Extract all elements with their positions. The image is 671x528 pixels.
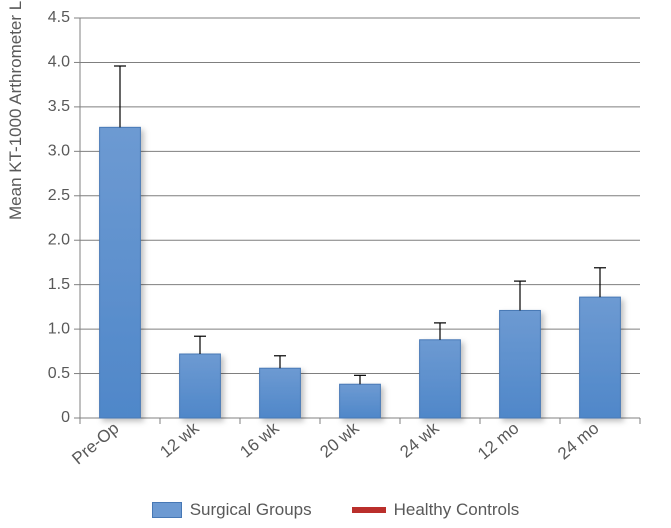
svg-text:12 mo: 12 mo	[474, 419, 522, 464]
y-axis-title: Mean KT-1000 Arthrometer Laxity, mm	[6, 0, 26, 220]
svg-text:12 wk: 12 wk	[156, 418, 203, 461]
svg-text:0.5: 0.5	[48, 365, 70, 382]
svg-text:20 wk: 20 wk	[316, 418, 363, 461]
svg-text:2.0: 2.0	[48, 231, 70, 248]
svg-text:Pre-Op: Pre-Op	[68, 419, 122, 469]
svg-text:1.5: 1.5	[48, 276, 70, 293]
svg-text:0: 0	[61, 409, 70, 426]
legend-label-surgical: Surgical Groups	[190, 500, 312, 520]
legend-swatch-bar	[152, 502, 182, 518]
svg-text:4.0: 4.0	[48, 54, 70, 71]
svg-text:2.5: 2.5	[48, 187, 70, 204]
chart-svg: 0 0.5 1.0 1.5 2.0 2.5 3.0 3.5 4.0 4.5 Pre-Op 12 wk 1…	[0, 0, 671, 488]
legend: Surgical Groups Healthy Controls	[0, 500, 671, 520]
svg-text:24 wk: 24 wk	[396, 418, 443, 461]
svg-text:16 wk: 16 wk	[236, 418, 283, 461]
legend-item-controls: Healthy Controls	[352, 500, 520, 520]
legend-swatch-line	[352, 507, 386, 513]
svg-text:4.5: 4.5	[48, 9, 70, 26]
legend-label-controls: Healthy Controls	[394, 500, 520, 520]
legend-item-surgical: Surgical Groups	[152, 500, 312, 520]
svg-text:3.5: 3.5	[48, 98, 70, 115]
svg-text:1.0: 1.0	[48, 320, 70, 337]
chart-container: Mean KT-1000 Arthrometer Laxity, mm 0 0.5…	[0, 0, 671, 528]
svg-text:24 mo: 24 mo	[554, 419, 602, 464]
svg-text:3.0: 3.0	[48, 143, 70, 160]
